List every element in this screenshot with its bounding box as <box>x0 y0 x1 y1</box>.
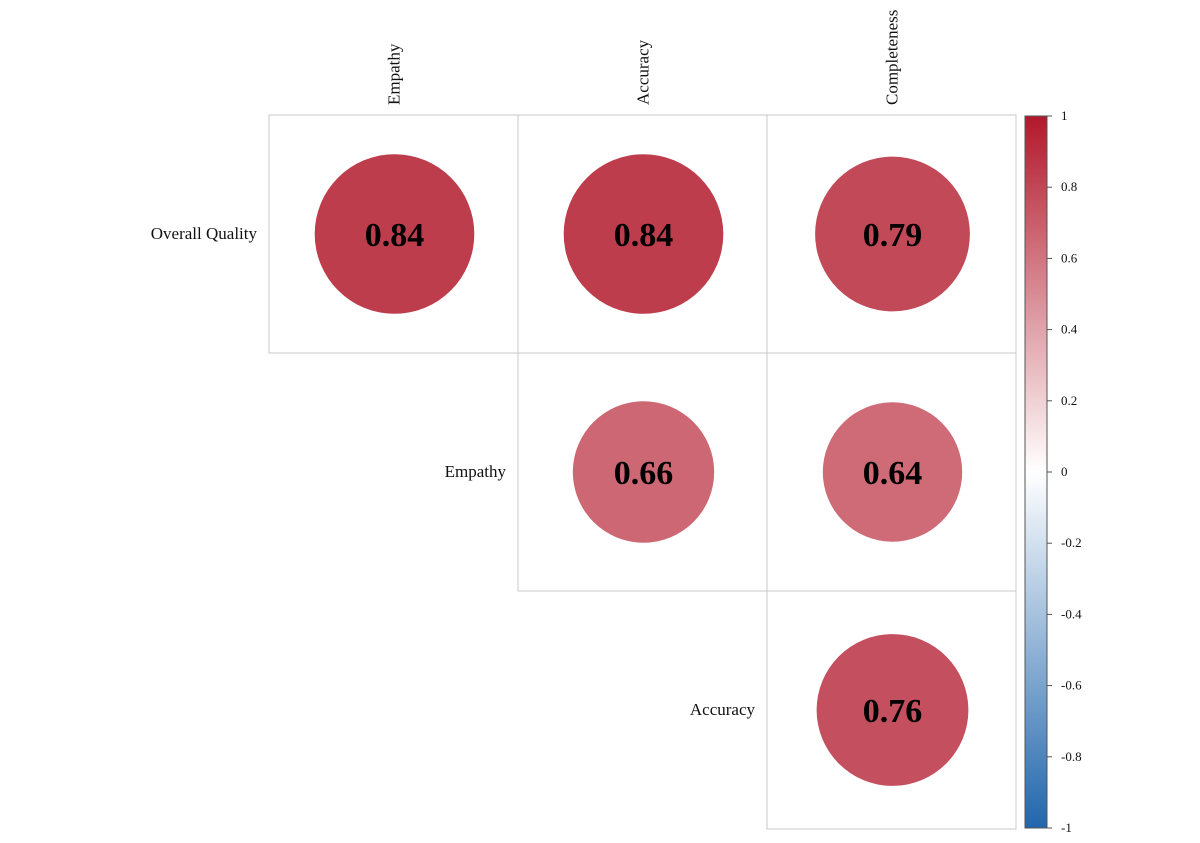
correlation-cell: 0.66 <box>517 352 768 592</box>
colorbar-gradient <box>1025 116 1047 828</box>
correlation-circle <box>816 634 969 786</box>
correlation-circle <box>822 402 963 542</box>
colorbar-tick-label: -0.6 <box>1061 678 1082 693</box>
colorbar: 1 0.8 0.6 0.4 0.2 0 -0.2 -0.4 -0.6 -0.8 -1 <box>1024 108 1082 835</box>
colorbar-tick-label: -1 <box>1061 820 1072 835</box>
correlation-circle <box>314 154 475 314</box>
correlation-circle <box>815 156 970 312</box>
cells-layer: 0.84 0.84 0.79 0.66 0.64 0.76 <box>268 114 1017 830</box>
column-label: Empathy <box>385 43 404 105</box>
labels-layer: Overall Quality Empathy Accuracy Empathy Acc… <box>151 10 902 719</box>
column-label: Completeness <box>883 10 902 105</box>
colorbar-tick-label: 0.8 <box>1061 179 1077 194</box>
row-label: Empathy <box>445 462 507 481</box>
correlation-cell: 0.79 <box>766 114 1017 354</box>
row-label: Overall Quality <box>151 224 258 243</box>
column-label: Accuracy <box>634 39 653 105</box>
correlation-cell: 0.84 <box>517 114 768 354</box>
correlation-circle <box>563 154 724 314</box>
correlation-cell: 0.84 <box>268 114 519 354</box>
correlation-value-label: 0.64 <box>863 455 923 492</box>
correlation-cell: 0.64 <box>766 352 1017 592</box>
correlation-circle <box>572 401 715 543</box>
colorbar-tick-label: 0.4 <box>1061 322 1078 337</box>
colorbar-tick-label: 0 <box>1061 464 1068 479</box>
colorbar-tick-label: -0.4 <box>1061 606 1082 621</box>
colorbar-tick-label: 0.6 <box>1061 250 1078 265</box>
colorbar-tick-label: 0.2 <box>1061 393 1077 408</box>
colorbar-tick-label: -0.8 <box>1061 749 1082 764</box>
colorbar-tick-label: -0.2 <box>1061 535 1082 550</box>
correlation-value-label: 0.79 <box>863 217 923 254</box>
correlation-value-label: 0.76 <box>863 693 923 730</box>
row-label: Accuracy <box>690 700 756 719</box>
correlation-value-label: 0.84 <box>365 217 425 254</box>
correlation-cell: 0.76 <box>766 590 1017 830</box>
colorbar-tick-label: 1 <box>1061 108 1068 123</box>
correlation-value-label: 0.84 <box>614 217 674 254</box>
correlation-value-label: 0.66 <box>614 455 674 492</box>
